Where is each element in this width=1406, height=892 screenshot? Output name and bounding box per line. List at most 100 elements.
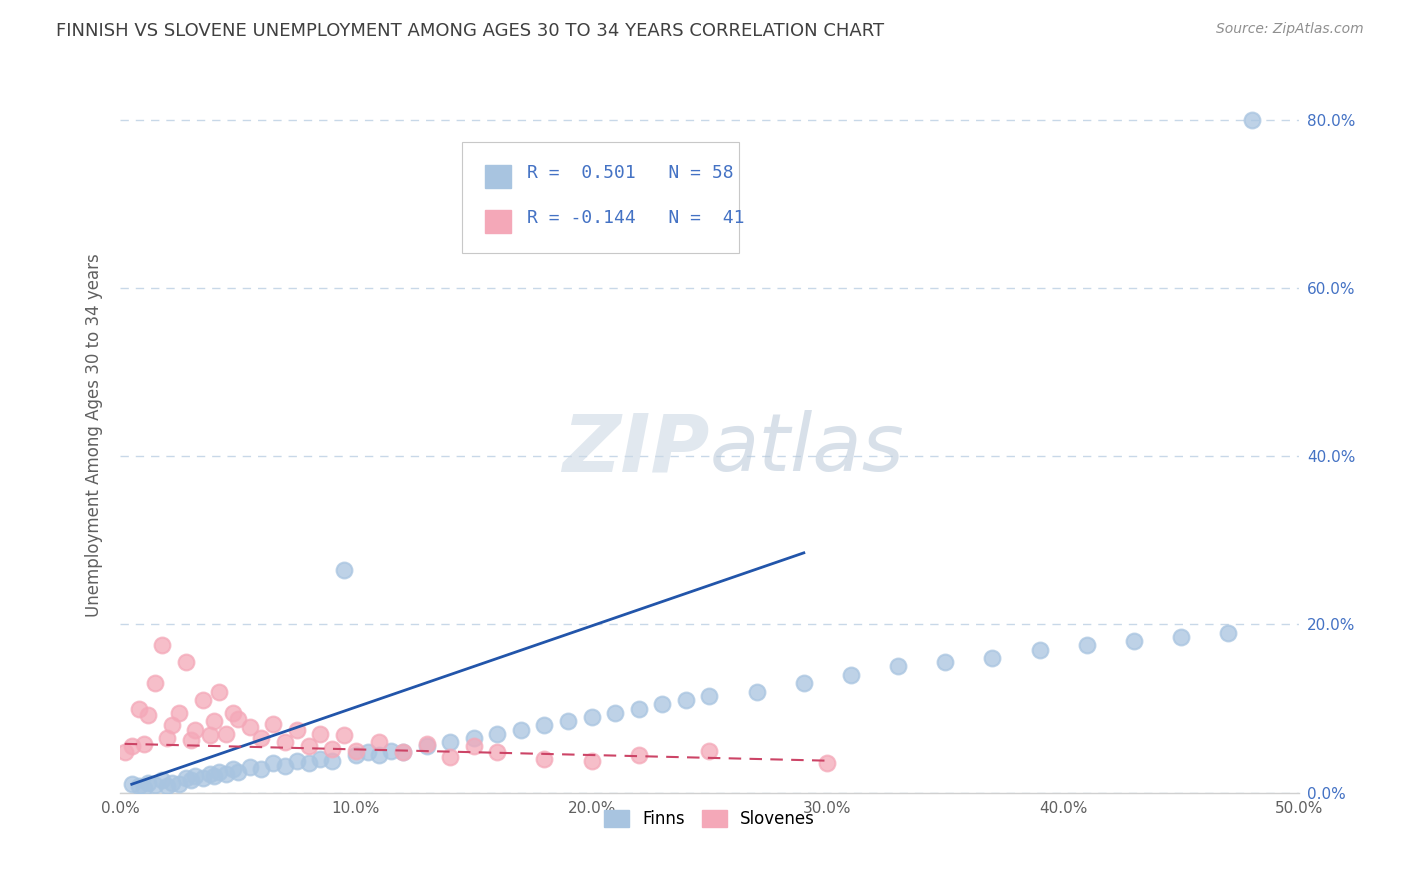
Point	[215, 767, 238, 781]
Point	[380, 743, 402, 757]
Point	[415, 739, 437, 754]
Point	[934, 655, 956, 669]
Point	[202, 769, 225, 783]
Point	[309, 752, 332, 766]
Point	[191, 771, 214, 785]
Point	[136, 708, 159, 723]
Point	[208, 764, 231, 779]
Point	[699, 743, 721, 757]
Point	[174, 771, 197, 785]
Point	[274, 735, 297, 749]
Point	[132, 737, 155, 751]
Point	[333, 728, 356, 742]
Point	[699, 689, 721, 703]
Point	[533, 718, 555, 732]
Point	[439, 750, 461, 764]
FancyBboxPatch shape	[485, 210, 512, 234]
Point	[392, 745, 415, 759]
Point	[1170, 630, 1192, 644]
Point	[274, 758, 297, 772]
Point	[309, 727, 332, 741]
Point	[415, 737, 437, 751]
Point	[143, 676, 166, 690]
Point	[651, 698, 673, 712]
Point	[581, 754, 603, 768]
Point	[675, 693, 697, 707]
Text: R = -0.144   N =  41: R = -0.144 N = 41	[527, 209, 744, 227]
Point	[1218, 625, 1240, 640]
Point	[887, 659, 910, 673]
Point	[627, 701, 650, 715]
Point	[981, 651, 1004, 665]
Point	[486, 727, 509, 741]
Point	[356, 745, 378, 759]
Point	[463, 739, 485, 754]
Point	[557, 714, 579, 728]
Point	[262, 756, 284, 771]
Point	[198, 767, 221, 781]
Text: atlas: atlas	[710, 410, 904, 488]
Point	[114, 745, 136, 759]
Point	[1123, 634, 1146, 648]
Point	[215, 727, 238, 741]
Point	[167, 706, 190, 720]
Point	[143, 778, 166, 792]
Point	[121, 739, 143, 754]
Point	[160, 775, 183, 789]
Point	[605, 706, 627, 720]
Point	[191, 693, 214, 707]
Legend: Finns, Slovenes: Finns, Slovenes	[598, 803, 821, 834]
Text: ZIP: ZIP	[562, 410, 710, 488]
Point	[250, 731, 273, 745]
Point	[1028, 642, 1050, 657]
Point	[250, 762, 273, 776]
FancyBboxPatch shape	[485, 165, 512, 188]
Y-axis label: Unemployment Among Ages 30 to 34 years: Unemployment Among Ages 30 to 34 years	[86, 253, 103, 617]
Point	[121, 777, 143, 791]
Point	[581, 710, 603, 724]
Point	[839, 668, 862, 682]
Point	[486, 745, 509, 759]
Point	[463, 731, 485, 745]
Point	[368, 735, 391, 749]
Point	[136, 775, 159, 789]
Point	[180, 733, 202, 747]
Point	[815, 756, 838, 771]
Point	[368, 747, 391, 762]
Point	[226, 712, 249, 726]
Point	[1076, 639, 1098, 653]
Point	[285, 723, 308, 737]
Point	[745, 684, 768, 698]
Point	[297, 756, 319, 771]
Point	[156, 731, 179, 745]
Point	[297, 739, 319, 754]
Point	[167, 777, 190, 791]
Point	[184, 723, 207, 737]
Point	[344, 743, 367, 757]
Point	[152, 772, 174, 787]
Point	[285, 754, 308, 768]
FancyBboxPatch shape	[463, 142, 740, 252]
Point	[198, 728, 221, 742]
Text: R =  0.501   N = 58: R = 0.501 N = 58	[527, 163, 734, 182]
Point	[333, 563, 356, 577]
Point	[344, 747, 367, 762]
Point	[208, 684, 231, 698]
Point	[128, 779, 150, 793]
Point	[392, 745, 415, 759]
Point	[321, 754, 343, 768]
Point	[262, 716, 284, 731]
Point	[793, 676, 815, 690]
Point	[160, 718, 183, 732]
Point	[627, 747, 650, 762]
Point	[202, 714, 225, 728]
Point	[184, 769, 207, 783]
Point	[156, 779, 179, 793]
Point	[174, 655, 197, 669]
Point	[533, 752, 555, 766]
Point	[132, 781, 155, 796]
Point	[509, 723, 531, 737]
Point	[222, 706, 245, 720]
Point	[180, 772, 202, 787]
Point	[222, 762, 245, 776]
